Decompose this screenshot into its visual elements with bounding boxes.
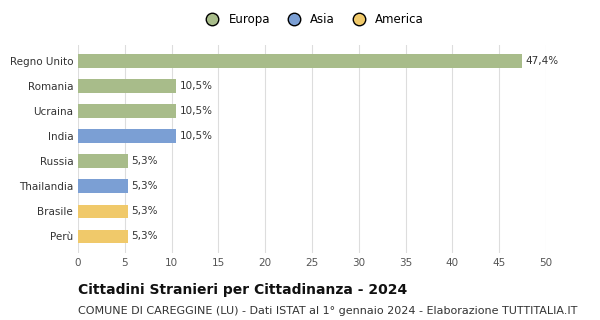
- Bar: [78, 129, 176, 143]
- Text: 10,5%: 10,5%: [180, 106, 213, 116]
- Legend: Europa, Asia, America: Europa, Asia, America: [200, 13, 424, 26]
- Text: 5,3%: 5,3%: [131, 206, 158, 216]
- Bar: [78, 54, 521, 68]
- Bar: [78, 180, 128, 193]
- Text: 10,5%: 10,5%: [180, 131, 213, 141]
- Bar: [78, 229, 128, 243]
- Bar: [78, 155, 128, 168]
- Text: 47,4%: 47,4%: [526, 56, 559, 66]
- Text: COMUNE DI CAREGGINE (LU) - Dati ISTAT al 1° gennaio 2024 - Elaborazione TUTTITAL: COMUNE DI CAREGGINE (LU) - Dati ISTAT al…: [78, 306, 577, 316]
- Text: 10,5%: 10,5%: [180, 81, 213, 91]
- Bar: [78, 79, 176, 93]
- Text: 5,3%: 5,3%: [131, 156, 158, 166]
- Text: 5,3%: 5,3%: [131, 231, 158, 242]
- Text: Cittadini Stranieri per Cittadinanza - 2024: Cittadini Stranieri per Cittadinanza - 2…: [78, 283, 407, 297]
- Bar: [78, 104, 176, 118]
- Text: 5,3%: 5,3%: [131, 181, 158, 191]
- Bar: [78, 204, 128, 218]
